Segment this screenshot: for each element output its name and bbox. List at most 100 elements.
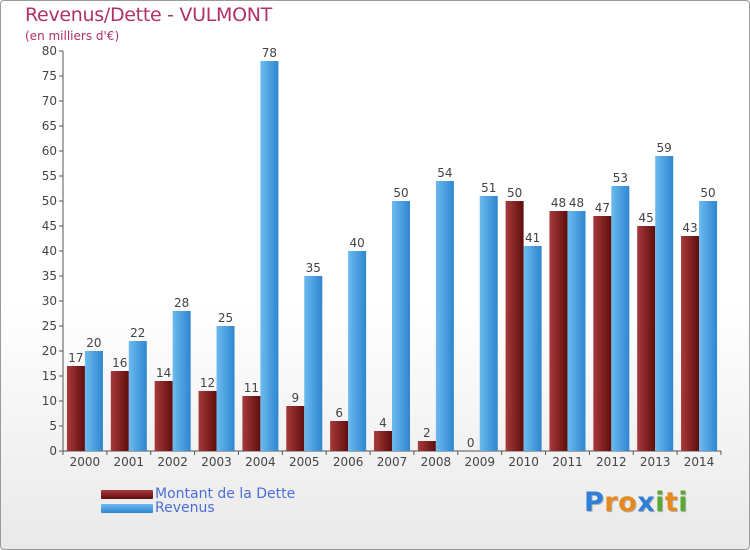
data-label-debt: 17: [68, 351, 83, 365]
y-tick-label: 80: [42, 44, 57, 58]
bar-debt: [549, 211, 568, 451]
data-label-debt: 0: [467, 436, 475, 450]
bar-revenue: [567, 211, 586, 451]
x-tick-label: 2008: [421, 455, 452, 469]
y-tick-label: 55: [42, 169, 57, 183]
data-label-debt: 47: [595, 201, 610, 215]
legend-label-debt: Montant de la Dette: [155, 486, 296, 502]
data-label-debt: 48: [551, 196, 566, 210]
y-tick-label: 50: [42, 194, 57, 208]
data-label-revenue: 25: [218, 311, 233, 325]
data-label-debt: 2: [423, 426, 431, 440]
data-label-debt: 43: [682, 221, 697, 235]
chart-title: Revenus/Dette - VULMONT: [25, 4, 272, 26]
y-tick-label: 40: [42, 244, 57, 258]
data-label-revenue: 50: [393, 186, 408, 200]
data-label-revenue: 22: [130, 326, 145, 340]
bar-revenue: [304, 276, 323, 451]
x-tick-label: 2004: [245, 455, 276, 469]
data-label-debt: 6: [335, 406, 343, 420]
bar-debt: [330, 421, 349, 451]
logo-letter: t: [664, 487, 679, 518]
bar-revenue: [523, 246, 542, 451]
x-tick-label: 2013: [640, 455, 671, 469]
y-tick-label: 5: [49, 419, 57, 433]
logo-letter: x: [637, 487, 656, 518]
bar-debt: [681, 236, 700, 451]
legend-swatch-debt: [101, 490, 153, 499]
bar-revenue: [84, 351, 103, 451]
chart-bars: [66, 61, 718, 451]
x-tick-label: 2001: [114, 455, 145, 469]
data-label-debt: 16: [112, 356, 127, 370]
data-label-revenue: 35: [306, 261, 321, 275]
bar-debt: [593, 216, 612, 451]
x-tick-label: 2002: [157, 455, 188, 469]
data-label-revenue: 78: [262, 46, 277, 60]
bar-revenue: [479, 196, 498, 451]
data-label-revenue: 20: [86, 336, 101, 350]
data-label-debt: 50: [507, 186, 522, 200]
y-tick-label: 20: [42, 344, 57, 358]
data-label-revenue: 41: [525, 231, 540, 245]
y-tick-label: 70: [42, 94, 57, 108]
bar-debt: [66, 366, 85, 451]
data-label-debt: 14: [156, 366, 171, 380]
bar-revenue: [128, 341, 147, 451]
x-tick-label: 2000: [70, 455, 101, 469]
x-tick-label: 2003: [201, 455, 232, 469]
logo-letter: i: [655, 487, 665, 518]
data-label-debt: 11: [244, 381, 259, 395]
y-tick-label: 60: [42, 144, 57, 158]
x-tick-label: 2010: [508, 455, 539, 469]
chart-subtitle: (en milliers d'€): [25, 29, 120, 43]
data-label-revenue: 51: [481, 181, 496, 195]
x-tick-label: 2014: [684, 455, 715, 469]
y-tick-label: 25: [42, 319, 57, 333]
legend-swatch-revenue: [101, 504, 153, 513]
data-label-revenue: 54: [437, 166, 452, 180]
legend-label-revenue: Revenus: [155, 500, 215, 516]
data-label-revenue: 48: [569, 196, 584, 210]
logo-letter: r: [604, 487, 619, 518]
logo-letter: P: [584, 487, 605, 518]
bar-revenue: [348, 251, 367, 451]
bar-revenue: [699, 201, 718, 451]
bar-debt: [242, 396, 261, 451]
bar-revenue: [611, 186, 630, 451]
y-tick-label: 35: [42, 269, 57, 283]
bar-debt: [374, 431, 392, 451]
x-tick-label: 2007: [377, 455, 408, 469]
bar-debt: [505, 201, 524, 451]
bar-debt: [286, 406, 305, 451]
data-label-revenue: 28: [174, 296, 189, 310]
bar-revenue: [260, 61, 279, 451]
y-tick-label: 75: [42, 69, 57, 83]
x-tick-label: 2012: [596, 455, 627, 469]
bar-revenue: [172, 311, 191, 451]
bar-debt: [110, 371, 129, 451]
data-label-debt: 4: [379, 416, 387, 430]
proxiti-logo: Proxiti: [584, 487, 688, 518]
bar-revenue: [435, 181, 454, 451]
data-label-revenue: 50: [700, 186, 715, 200]
bar-debt: [198, 391, 217, 451]
logo-letter: i: [678, 487, 689, 518]
y-tick-label: 10: [42, 394, 57, 408]
x-tick-label: 2006: [333, 455, 364, 469]
bar-debt: [637, 226, 656, 451]
y-tick-label: 65: [42, 119, 57, 133]
data-label-debt: 9: [291, 391, 299, 405]
x-tick-label: 2009: [464, 455, 495, 469]
data-label-revenue: 40: [349, 236, 364, 250]
bar-debt: [154, 381, 173, 451]
y-tick-label: 45: [42, 219, 57, 233]
data-label-revenue: 59: [657, 141, 672, 155]
data-label-debt: 45: [639, 211, 654, 225]
y-tick-label: 15: [42, 369, 57, 383]
bar-revenue: [392, 201, 410, 451]
x-tick-label: 2005: [289, 455, 320, 469]
